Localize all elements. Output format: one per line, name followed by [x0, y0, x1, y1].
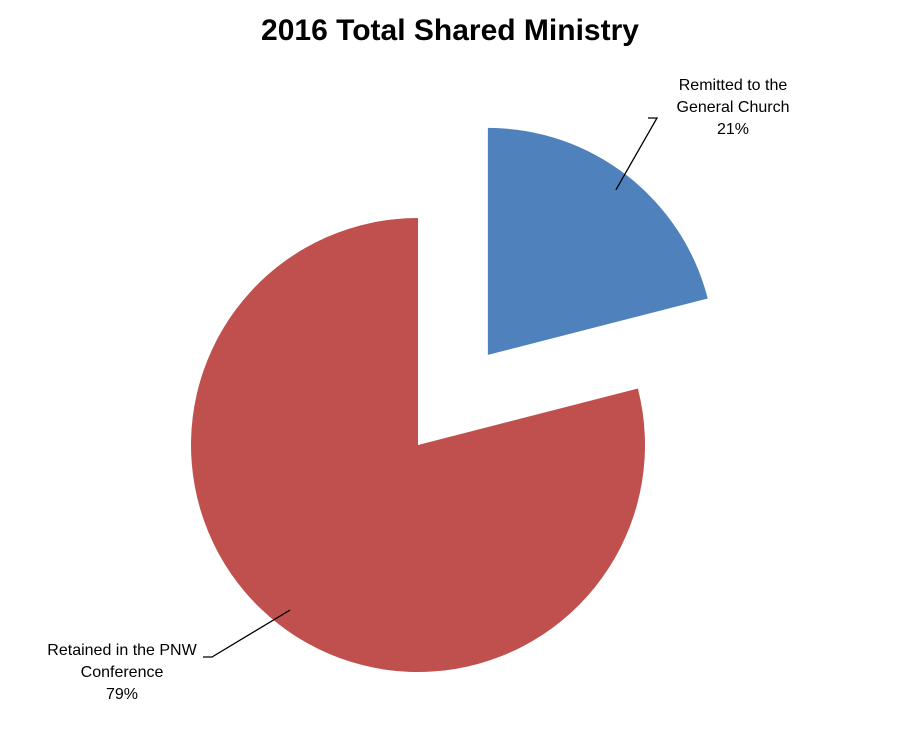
value-label: 79%	[105, 686, 139, 703]
leader-line	[615, 117, 659, 191]
slice-label: Remitted to the General Church	[676, 77, 790, 116]
value-label: 21%	[716, 121, 750, 138]
slice-label: Retained in the PNW Conference	[47, 642, 197, 681]
pie-slice	[190, 218, 645, 672]
chart-title: 2016 Total Shared Ministry	[261, 14, 639, 47]
leader-line	[203, 609, 291, 658]
pie-slice	[487, 127, 708, 355]
